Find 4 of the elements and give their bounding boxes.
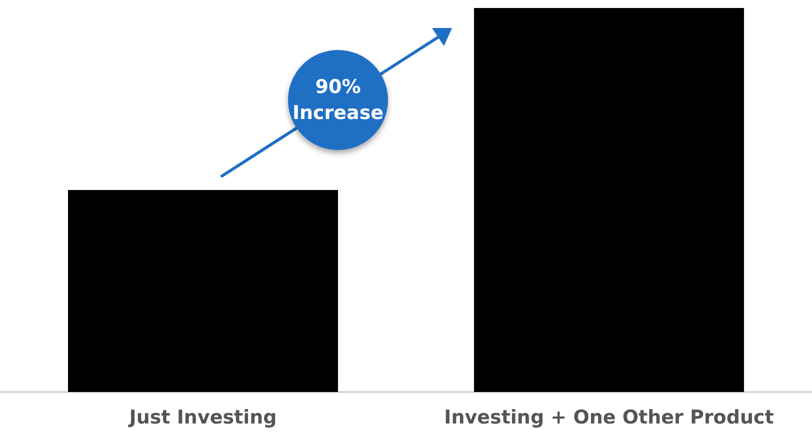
annotation: 90% Increase <box>292 75 384 126</box>
x-tick-label: Just Investing <box>127 406 277 428</box>
circle-badge: 90% Increase <box>288 50 388 150</box>
x-tick-label: Investing + One Other Product <box>444 406 774 428</box>
